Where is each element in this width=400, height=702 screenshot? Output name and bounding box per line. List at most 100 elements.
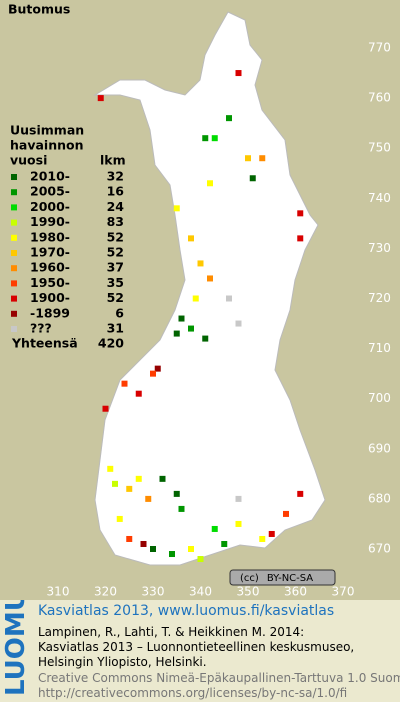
occurrence-square bbox=[135, 475, 142, 482]
occurrence-square bbox=[169, 551, 175, 558]
occurrence-square bbox=[235, 495, 242, 502]
cc-symbol: (cc) bbox=[240, 573, 259, 584]
x-tick-label: 360 bbox=[284, 585, 307, 599]
occurrence-square bbox=[249, 175, 256, 182]
logo-text: LUOMUS bbox=[1, 600, 31, 696]
y-tick-label: 740 bbox=[368, 191, 391, 205]
y-tick-label: 730 bbox=[368, 241, 391, 255]
legend-count-heading: lkm bbox=[100, 153, 126, 168]
citation-line: Lampinen, R., Lahti, T. & Heikkinen M. 2… bbox=[38, 625, 305, 639]
occurrence-square bbox=[259, 535, 266, 542]
legend-count: 52 bbox=[107, 229, 124, 244]
legend-label: 1900- bbox=[30, 290, 70, 305]
y-tick-label: 700 bbox=[368, 391, 391, 405]
legend-label: 1980- bbox=[30, 229, 70, 244]
legend-total: 420 bbox=[98, 336, 124, 351]
occurrence-square bbox=[150, 546, 156, 552]
legend-label: 2005- bbox=[30, 184, 70, 199]
legend-label: -1899 bbox=[30, 305, 70, 320]
x-tick-label: 330 bbox=[142, 585, 165, 599]
x-tick-label: 350 bbox=[237, 585, 260, 599]
occurrence-square bbox=[197, 556, 204, 563]
legend-label: 1990- bbox=[30, 214, 70, 229]
occurrence-square bbox=[102, 405, 109, 412]
cc-badge-box bbox=[229, 569, 336, 586]
y-tick-label: 720 bbox=[368, 291, 391, 305]
occurrence-square bbox=[297, 235, 304, 242]
occurrence-square bbox=[202, 135, 209, 142]
legend-count: 35 bbox=[107, 275, 124, 290]
occurrence-square bbox=[283, 510, 289, 517]
legend-swatch bbox=[11, 189, 17, 196]
legend-count: 37 bbox=[107, 260, 124, 275]
occurrence-square bbox=[221, 540, 228, 547]
y-tick-label: 770 bbox=[368, 41, 391, 55]
occurrence-square bbox=[207, 180, 213, 187]
map: Butomus (cc) BY-NC-SA 310 320 330 340 350 360… bbox=[0, 0, 400, 600]
occurrence-square bbox=[173, 205, 180, 212]
legend-count: 16 bbox=[107, 184, 125, 199]
y-tick-label: 670 bbox=[368, 542, 391, 556]
occurrence-square bbox=[116, 515, 123, 522]
occurrence-square bbox=[226, 115, 232, 122]
legend-count: 24 bbox=[107, 199, 125, 214]
occurrence-square bbox=[245, 155, 251, 162]
y-tick-label: 680 bbox=[368, 491, 391, 505]
occurrence-square bbox=[159, 475, 166, 482]
legend-swatch bbox=[11, 234, 17, 241]
cc-badge-text: BY-NC-SA bbox=[267, 573, 313, 584]
occurrence-square bbox=[178, 315, 185, 322]
y-tick-label: 750 bbox=[368, 141, 391, 155]
legend-label: ??? bbox=[30, 321, 52, 336]
legend-swatch bbox=[11, 280, 17, 287]
legend-label: 2010- bbox=[30, 169, 70, 184]
occurrence-square bbox=[235, 520, 242, 527]
occurrence-square bbox=[235, 320, 242, 327]
y-tick-label: 710 bbox=[368, 341, 391, 355]
occurrence-square bbox=[226, 295, 232, 302]
occurrence-square bbox=[178, 505, 185, 512]
occurrence-square bbox=[211, 135, 218, 142]
occurrence-square bbox=[145, 495, 152, 502]
legend-swatch bbox=[11, 326, 17, 332]
y-tick-label: 690 bbox=[368, 441, 391, 455]
x-tick-label: 370 bbox=[332, 585, 355, 599]
occurrence-square bbox=[192, 295, 199, 302]
legend-label: 1950- bbox=[30, 275, 70, 290]
occurrence-square bbox=[121, 380, 128, 387]
occurrence-square bbox=[150, 370, 156, 377]
legend-swatch bbox=[11, 174, 17, 180]
occurrence-square bbox=[188, 325, 194, 332]
finland-outline bbox=[93, 11, 326, 566]
license-line: http://creativecommons.org/licenses/by-n… bbox=[38, 686, 348, 700]
legend-swatch bbox=[11, 204, 17, 211]
legend-label: 1970- bbox=[30, 245, 70, 260]
y-tick-label: 760 bbox=[368, 91, 391, 105]
legend-swatch bbox=[11, 310, 17, 317]
occurrence-square bbox=[197, 260, 204, 267]
occurrence-square bbox=[268, 530, 275, 537]
occurrence-square bbox=[188, 546, 194, 552]
legend-count: 52 bbox=[107, 245, 124, 260]
license-line: Creative Commons Nimeä-Epäkaupallinen-Ta… bbox=[38, 671, 400, 685]
occurrence-square bbox=[235, 70, 242, 77]
citation-line: Helsingin Yliopisto, Helsinki. bbox=[38, 655, 207, 669]
occurrence-square bbox=[135, 390, 142, 397]
legend-label: 2000- bbox=[30, 199, 70, 214]
occurrence-square bbox=[173, 330, 180, 337]
legend-count: 31 bbox=[107, 321, 124, 336]
x-tick-label: 320 bbox=[94, 585, 117, 599]
legend-swatch bbox=[11, 295, 17, 302]
occurrence-square bbox=[154, 365, 161, 372]
legend-label: 1960- bbox=[30, 260, 70, 275]
legend-heading: Uusimman bbox=[10, 123, 84, 138]
map-title: Butomus bbox=[8, 2, 70, 17]
credit-title: Kasviatlas 2013, www.luomus.fi/kasviatla… bbox=[38, 603, 335, 619]
legend-count: 52 bbox=[107, 290, 124, 305]
occurrence-square bbox=[202, 335, 209, 342]
citation-line: Kasviatlas 2013 – Luonnontieteellinen ke… bbox=[38, 640, 355, 654]
legend-swatch bbox=[11, 219, 17, 226]
occurrence-square bbox=[259, 155, 266, 162]
legend-count: 83 bbox=[107, 214, 124, 229]
